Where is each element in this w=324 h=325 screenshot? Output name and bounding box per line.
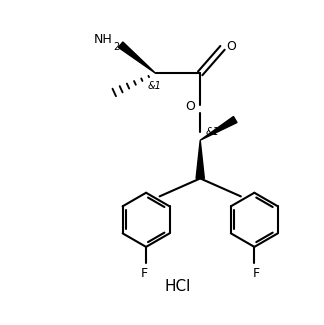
Text: NH: NH	[94, 33, 113, 46]
Text: O: O	[185, 100, 195, 113]
Polygon shape	[200, 116, 237, 140]
Polygon shape	[118, 42, 156, 73]
Text: &1: &1	[206, 127, 220, 137]
Text: HCl: HCl	[165, 279, 191, 294]
Polygon shape	[196, 140, 204, 178]
Text: 2: 2	[113, 42, 120, 52]
Text: F: F	[141, 266, 148, 280]
Text: &1: &1	[147, 81, 161, 91]
Text: O: O	[226, 40, 236, 53]
Text: F: F	[252, 266, 260, 280]
